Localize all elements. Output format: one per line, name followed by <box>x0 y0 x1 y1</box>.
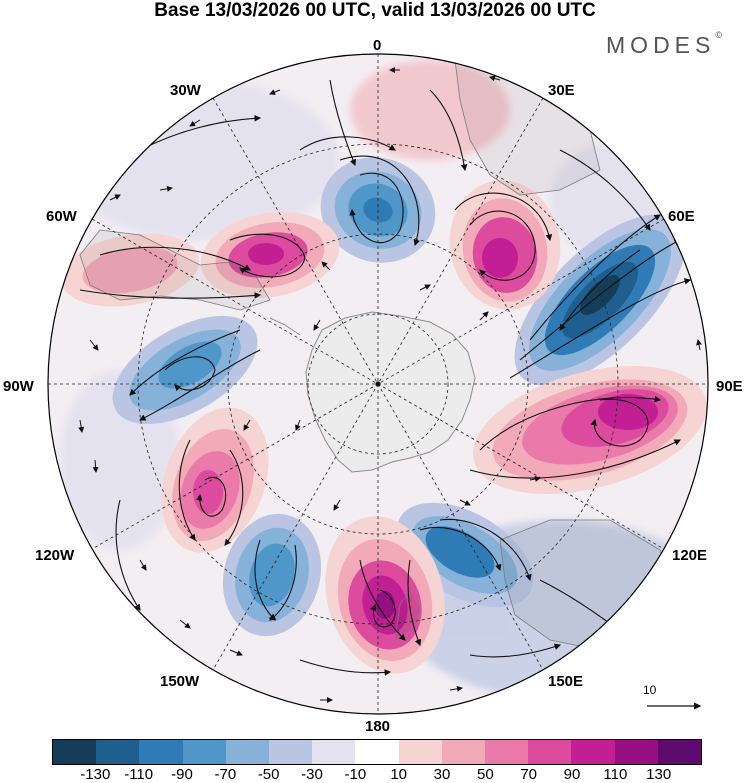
colorbar-swatch <box>269 740 313 764</box>
map-boundary <box>47 53 709 715</box>
colorbar-swatch <box>571 740 615 764</box>
lon-label-180: 180 <box>365 718 391 735</box>
positive-anomaly-100e <box>473 365 707 495</box>
colorbar-swatch <box>355 740 399 764</box>
negative-anomaly-90w <box>112 315 258 425</box>
colorbar-tick-label: 110 <box>603 766 628 783</box>
colorbar-swatch <box>657 740 702 764</box>
colorbar-tick-label: 10 <box>390 766 407 783</box>
negative-anomaly-150w <box>222 513 322 637</box>
colorbar-swatch <box>485 740 529 764</box>
colorbar-swatch <box>312 740 356 764</box>
colorbar-swatch <box>182 740 226 764</box>
streamlines <box>79 79 692 676</box>
colorbar-tick-label: -70 <box>214 766 237 783</box>
colorbar-tick-label: -90 <box>171 766 193 783</box>
lon-label-60w: 60W <box>46 208 77 225</box>
positive-anomaly-70w <box>60 233 200 307</box>
colorbar-tick-label: 30 <box>433 766 451 783</box>
lon-label-120w: 120W <box>35 547 75 564</box>
reference-vector-label: 10 <box>643 683 657 697</box>
colorbar-swatch <box>225 740 270 764</box>
lon-label-150e: 150E <box>548 673 584 690</box>
colorbar-tick-label: 130 <box>646 766 672 783</box>
colorbar-swatch <box>96 740 140 764</box>
colorbar-swatch <box>53 740 97 764</box>
colorbar-swatch <box>398 740 442 764</box>
colorbar-tick-label: 50 <box>476 766 494 783</box>
modes-logo: MODES© <box>606 30 722 58</box>
lon-label-150w: 150W <box>160 673 200 690</box>
colorbar-swatch <box>139 740 183 764</box>
south-america-outline <box>79 229 271 311</box>
negative-anomaly-60e <box>514 214 686 386</box>
colorbar-tick-label: 90 <box>563 766 581 783</box>
colorbar-tick-label: -10 <box>344 766 367 783</box>
colorbar-tick-label: -30 <box>301 766 323 783</box>
colorbar <box>52 739 702 765</box>
map-title: Base 13/03/2026 00 UTC, valid 13/03/2026… <box>154 0 596 21</box>
colorbar-swatch <box>441 740 486 764</box>
lon-label-0: 0 <box>373 37 382 54</box>
colorbar-tick-label: 70 <box>520 766 537 783</box>
colorbar-tick-label: -130 <box>80 766 111 783</box>
lon-label-90w: 90W <box>3 378 34 395</box>
lon-label-60e: 60E <box>668 208 695 225</box>
lon-label-90e: 90E <box>716 378 743 395</box>
colorbar-swatch <box>614 740 658 764</box>
colorbar-swatch <box>528 740 572 764</box>
colorbar-tick-label: -110 <box>124 766 154 783</box>
lon-label-120e: 120E <box>672 547 708 564</box>
lon-label-30w: 30W <box>170 82 201 99</box>
colorbar-tick-label: -50 <box>257 766 280 783</box>
lon-label-30e: 30E <box>548 82 575 99</box>
